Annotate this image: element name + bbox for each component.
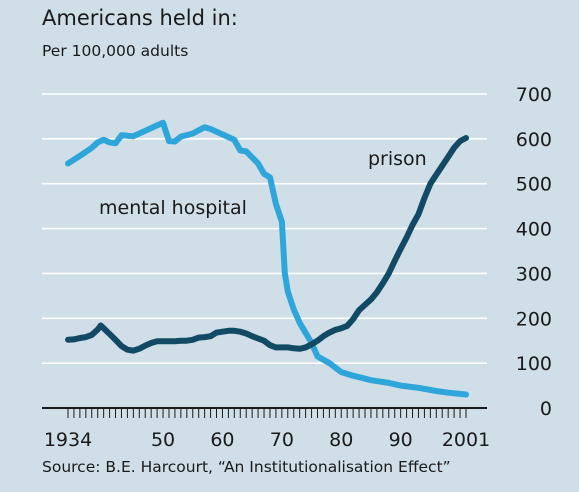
- y-tick-label-600: 600: [516, 129, 552, 151]
- series-line-mental-hospital: [65, 119, 469, 398]
- y-tick-label-700: 700: [516, 84, 552, 106]
- x-tick-label-1934: 1934: [44, 429, 92, 451]
- series-line-prison: [65, 135, 469, 354]
- y-tick-label-400: 400: [516, 219, 552, 241]
- series-label-prison: prison: [368, 148, 427, 170]
- chart-title: Americans held in:: [42, 6, 238, 30]
- x-tick-label-80: 80: [329, 429, 353, 451]
- y-tick-label-0: 0: [540, 398, 552, 420]
- y-tick-label-500: 500: [516, 174, 552, 196]
- source-note: Source: B.E. Harcourt, “An Institutional…: [42, 458, 451, 476]
- x-tick-label-2001: 2001: [442, 429, 490, 451]
- x-tick-label-50: 50: [151, 429, 175, 451]
- y-tick-label-200: 200: [516, 308, 552, 330]
- y-tick-label-100: 100: [516, 353, 552, 375]
- x-tick-label-90: 90: [389, 429, 413, 451]
- x-tick-label-60: 60: [210, 429, 234, 451]
- x-tick-label-70: 70: [270, 429, 294, 451]
- chart-subtitle: Per 100,000 adults: [42, 42, 189, 60]
- y-tick-label-300: 300: [516, 263, 552, 285]
- series-label-mental-hospital: mental hospital: [99, 197, 247, 219]
